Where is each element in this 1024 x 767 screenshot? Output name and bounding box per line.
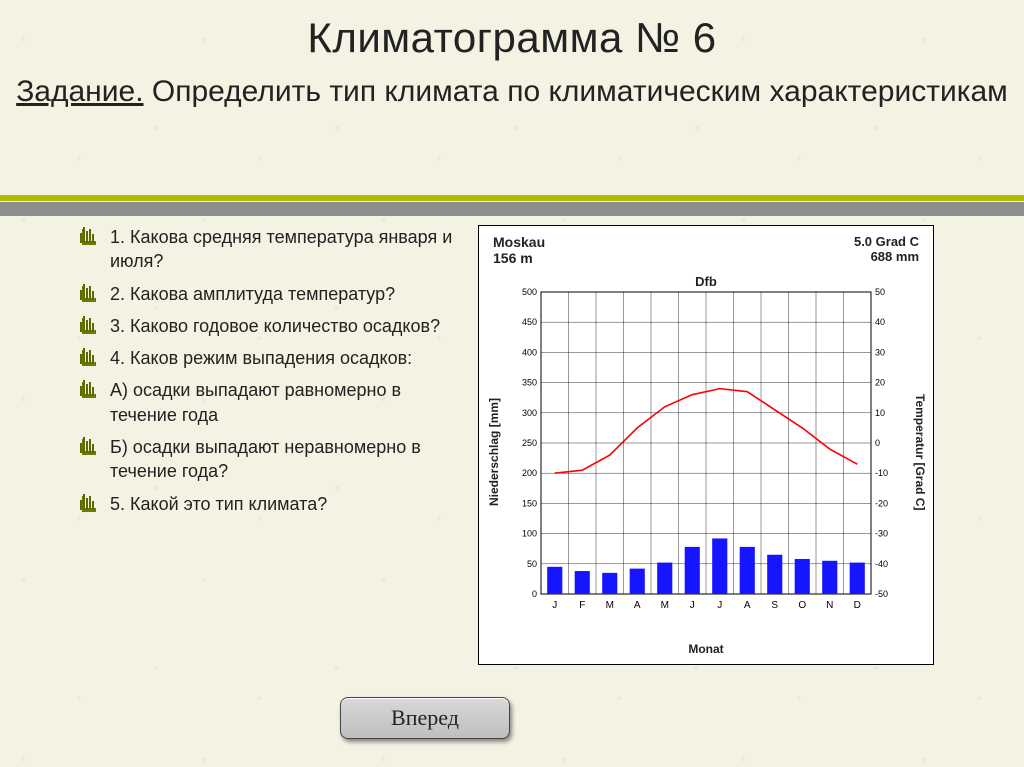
svg-text:M: M <box>661 600 669 611</box>
svg-text:400: 400 <box>522 347 537 357</box>
question-item: 3. Каково годовое количество осадков? <box>110 314 460 338</box>
climograph-panel: Moskau156 m 5.0 Grad C688 mm Dfb Nieders… <box>478 225 934 665</box>
svg-text:N: N <box>826 600 833 611</box>
svg-text:0: 0 <box>875 438 880 448</box>
divider-stripe <box>0 195 1024 216</box>
svg-text:350: 350 <box>522 378 537 388</box>
svg-text:500: 500 <box>522 287 537 297</box>
task-word: Задание. <box>16 75 143 108</box>
forward-button[interactable]: Вперед <box>340 697 510 739</box>
svg-text:F: F <box>579 600 585 611</box>
svg-text:J: J <box>717 600 722 611</box>
question-item: 5. Какой это тип климата? <box>110 492 460 516</box>
svg-text:-10: -10 <box>875 468 888 478</box>
svg-text:-30: -30 <box>875 529 888 539</box>
svg-text:100: 100 <box>522 529 537 539</box>
svg-text:50: 50 <box>875 287 885 297</box>
svg-text:30: 30 <box>875 347 885 357</box>
question-item: А) осадки выпадают равномерно в течение … <box>110 378 460 427</box>
question-item: Б) осадки выпадают неравномерно в течени… <box>110 435 460 484</box>
svg-text:A: A <box>634 600 641 611</box>
svg-text:0: 0 <box>532 589 537 599</box>
svg-text:150: 150 <box>522 498 537 508</box>
svg-text:O: O <box>798 600 806 611</box>
svg-text:D: D <box>854 600 861 611</box>
svg-text:-50: -50 <box>875 589 888 599</box>
question-item: 1. Какова средняя температура января и и… <box>110 225 460 274</box>
svg-text:10: 10 <box>875 408 885 418</box>
svg-text:40: 40 <box>875 317 885 327</box>
task-subtitle: Задание. Определить тип климата по клима… <box>0 72 1024 111</box>
svg-text:200: 200 <box>522 468 537 478</box>
questions-panel: 1. Какова средняя температура января и и… <box>0 225 470 665</box>
svg-text:50: 50 <box>527 559 537 569</box>
svg-text:J: J <box>552 600 557 611</box>
question-item: 2. Какова амплитуда температур? <box>110 282 460 306</box>
svg-text:20: 20 <box>875 378 885 388</box>
page-title: Климатограмма № 6 <box>0 0 1024 62</box>
chart-summary: 5.0 Grad C688 mm <box>854 234 919 264</box>
month-axis-label: Monat <box>479 642 933 656</box>
temp-axis-label: Temperatur [Grad C] <box>909 292 927 612</box>
svg-text:450: 450 <box>522 317 537 327</box>
svg-text:S: S <box>771 600 778 611</box>
svg-text:M: M <box>606 600 614 611</box>
svg-text:-20: -20 <box>875 498 888 508</box>
svg-text:300: 300 <box>522 408 537 418</box>
chart-station: Moskau156 m <box>493 234 545 266</box>
precip-axis-label: Niederschlag [mm] <box>487 292 505 612</box>
chart-koppen: Dfb <box>479 274 933 289</box>
task-text: Определить тип климата по климатическим … <box>144 75 1008 108</box>
svg-text:-40: -40 <box>875 559 888 569</box>
question-item: 4. Каков режим выпадения осадков: <box>110 346 460 370</box>
svg-text:J: J <box>690 600 695 611</box>
climograph-plot: 050100150200250300350400450500-50-40-30-… <box>541 292 871 612</box>
svg-text:250: 250 <box>522 438 537 448</box>
svg-text:A: A <box>744 600 751 611</box>
